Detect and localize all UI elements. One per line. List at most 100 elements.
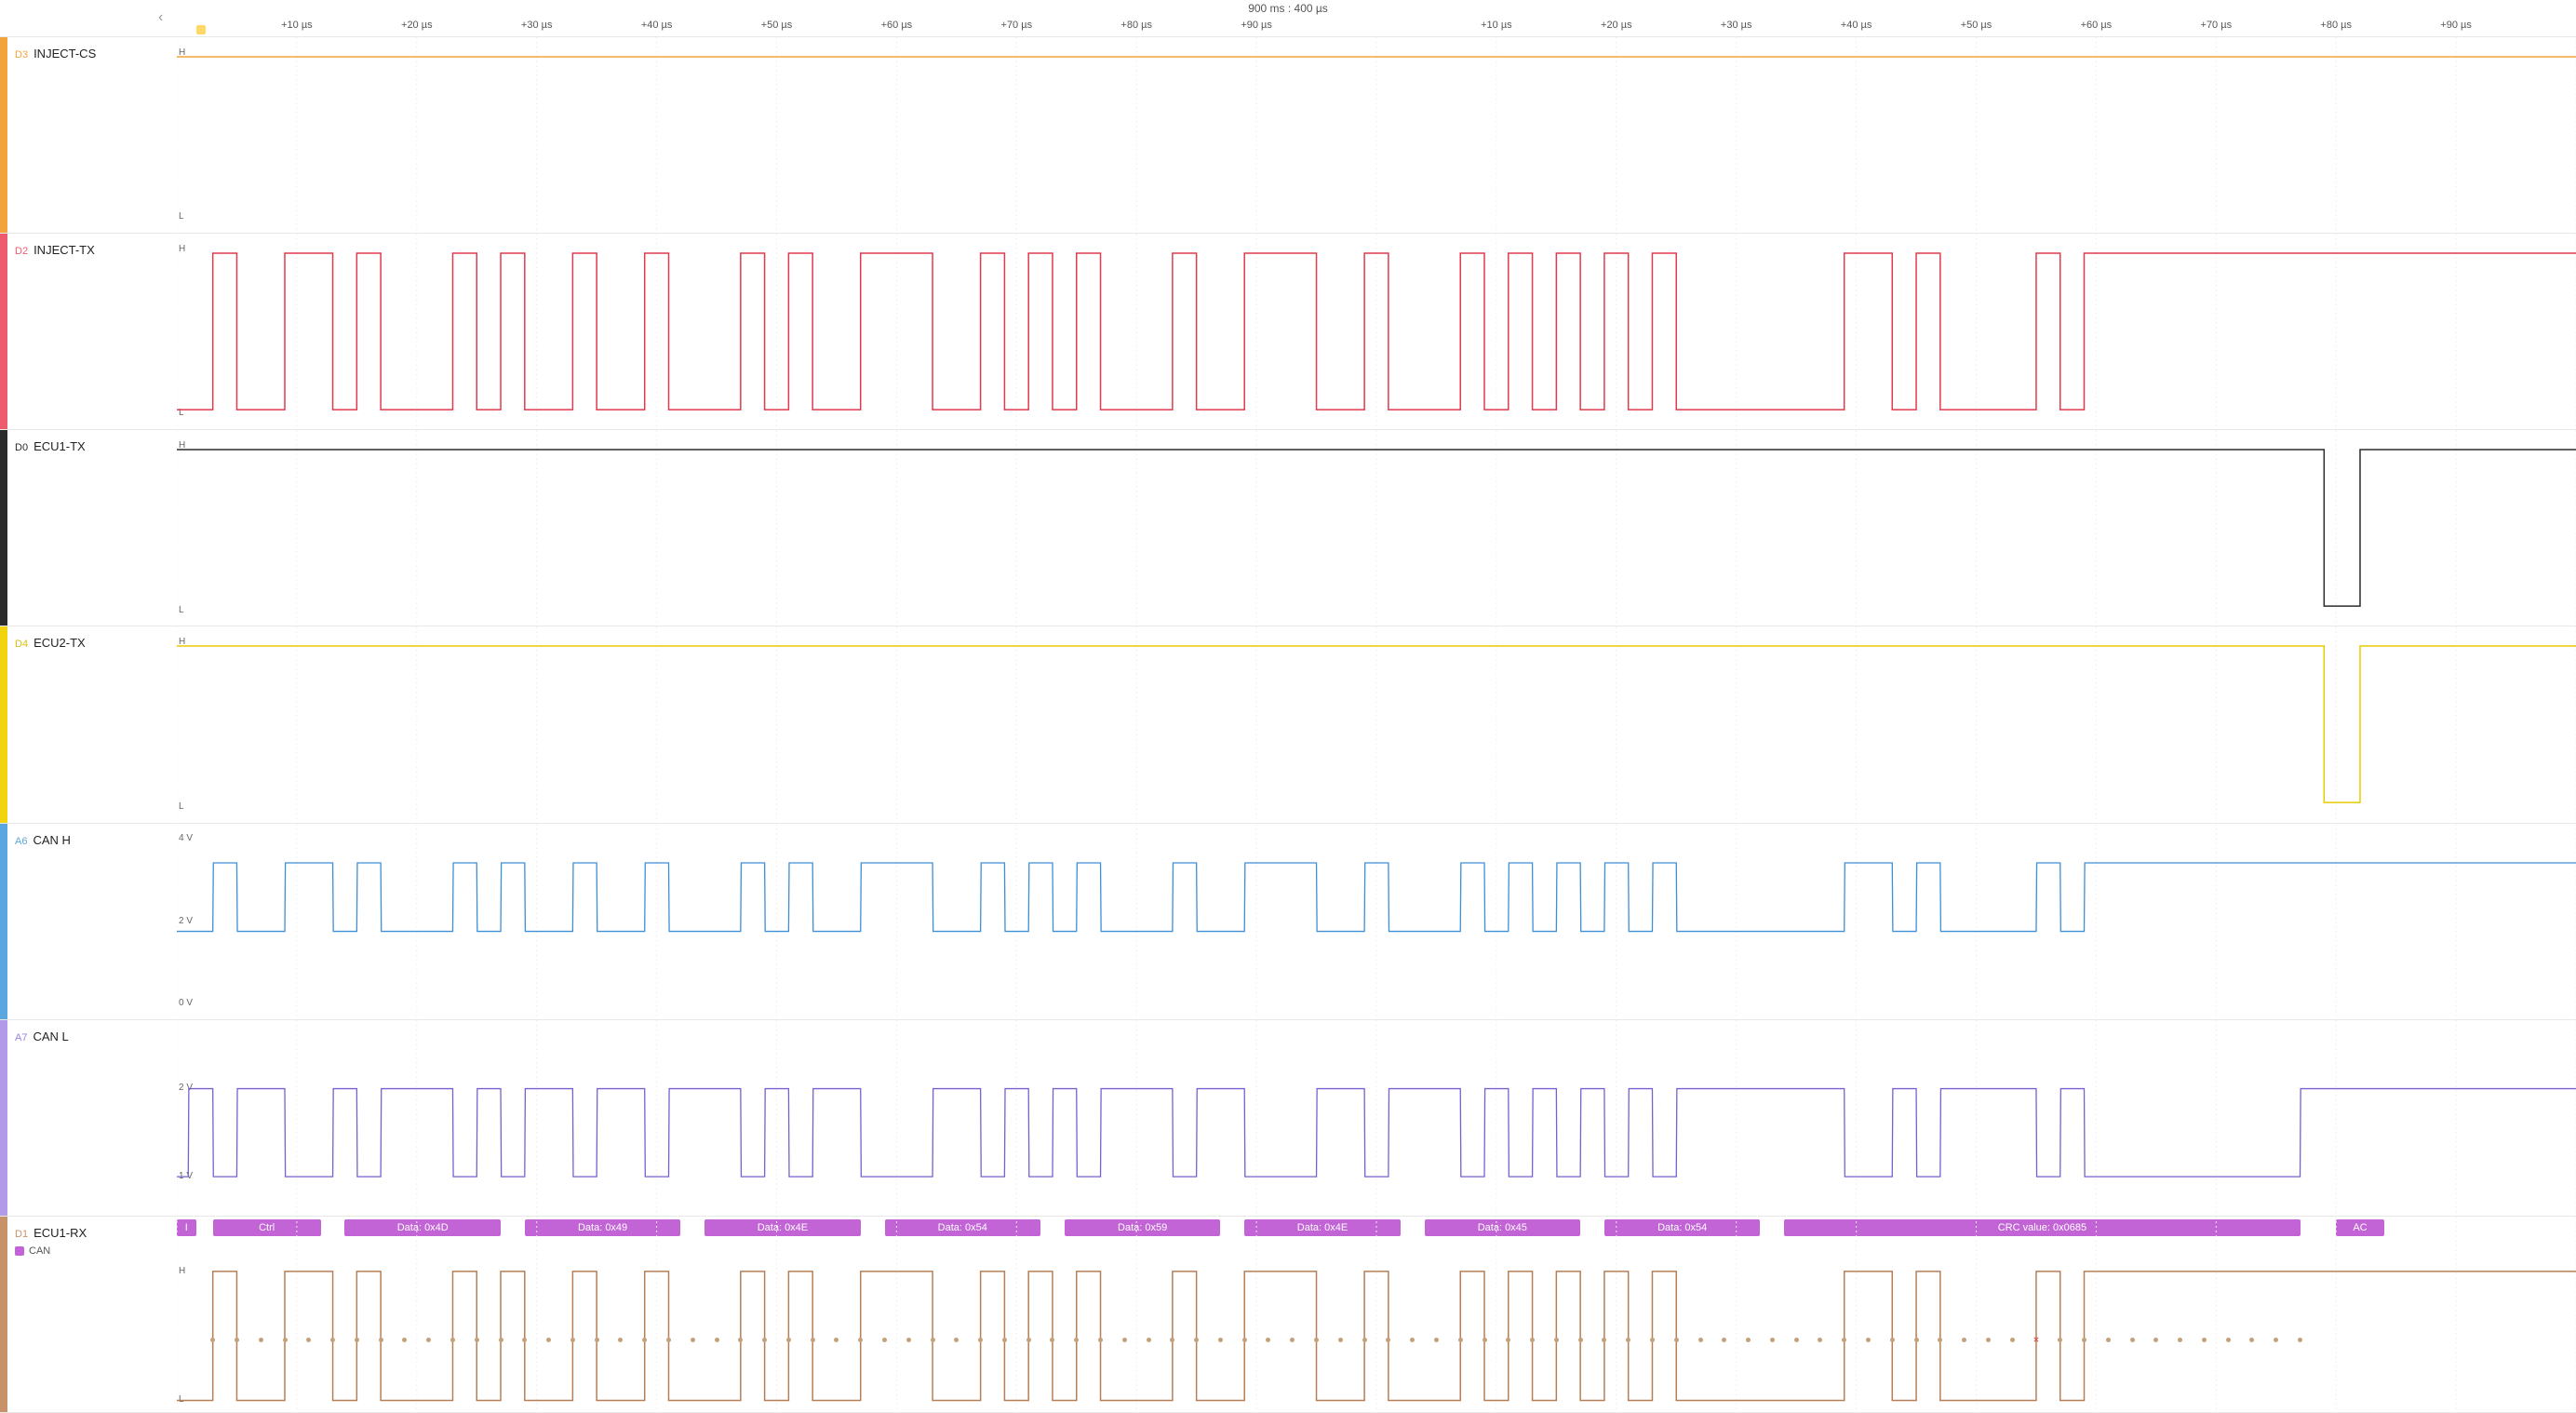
channel-color-tab[interactable] bbox=[0, 1020, 7, 1216]
timeline-tick: +60 µs bbox=[881, 20, 913, 31]
bit-marker-dot-icon bbox=[1386, 1338, 1390, 1342]
timeline-tick: +40 µs bbox=[1841, 20, 1872, 31]
bit-marker-dot-icon bbox=[811, 1338, 815, 1342]
bit-marker-dot-icon bbox=[1242, 1338, 1247, 1342]
channel-label[interactable]: D0 ECU1-TX bbox=[7, 430, 177, 626]
waveform-area[interactable]: 2 V1 V bbox=[177, 1020, 2576, 1216]
bit-marker-dot-icon bbox=[1914, 1338, 1919, 1342]
bit-marker-dot-icon bbox=[1290, 1338, 1295, 1342]
bit-marker-dot-icon bbox=[1578, 1338, 1583, 1342]
bit-marker-dot-icon bbox=[2010, 1338, 2015, 1342]
channel-label[interactable]: A7 CAN L bbox=[7, 1020, 177, 1216]
waveform-area[interactable]: HL bbox=[177, 37, 2576, 233]
bit-marker-dot-icon bbox=[499, 1338, 503, 1342]
bit-marker-dot-icon bbox=[1483, 1338, 1487, 1342]
bit-marker-dot-icon bbox=[1962, 1338, 1966, 1342]
bit-marker-dot-icon bbox=[762, 1338, 767, 1342]
bit-marker-dot-icon bbox=[666, 1338, 671, 1342]
bit-marker-dot-icon bbox=[1842, 1338, 1846, 1342]
bit-marker-dot-icon bbox=[1890, 1338, 1895, 1342]
tracks-container: D3 INJECT-CS HL D2 INJECT-TX HL D0 ECU1-… bbox=[0, 37, 2576, 1413]
channel-color-tab[interactable] bbox=[0, 824, 7, 1019]
bit-marker-dot-icon bbox=[931, 1338, 935, 1342]
bit-marker-dot-icon bbox=[2274, 1338, 2278, 1342]
bit-marker-dot-icon bbox=[450, 1338, 455, 1342]
channel-A7: A7 CAN L 2 V1 V bbox=[0, 1020, 2576, 1217]
channel-name: ECU2-TX bbox=[34, 636, 86, 650]
timeline-ticks: +10 µs+20 µs+30 µs+40 µs+50 µs+60 µs+70 … bbox=[177, 20, 2576, 34]
bit-marker-dot-icon bbox=[978, 1338, 983, 1342]
bit-marker-dot-icon bbox=[691, 1338, 695, 1342]
timeline-tick: +30 µs bbox=[521, 20, 553, 31]
bit-marker-dot-icon bbox=[235, 1338, 239, 1342]
channel-color-tab[interactable] bbox=[0, 234, 7, 429]
waveform-area[interactable]: HL bbox=[177, 430, 2576, 626]
bit-marker-dot-icon bbox=[259, 1338, 263, 1342]
timeline-tick: +40 µs bbox=[641, 20, 673, 31]
timeline-tick: +50 µs bbox=[1961, 20, 1992, 31]
timeline-center-label: 900 ms : 400 µs bbox=[1248, 2, 1328, 15]
bit-marker-dot-icon bbox=[522, 1338, 527, 1342]
bit-marker-dot-icon bbox=[1506, 1338, 1510, 1342]
channel-name: CAN H bbox=[33, 833, 70, 847]
waveform-area[interactable]: HLICtrlData: 0x4DData: 0x49Data: 0x4EDat… bbox=[177, 1217, 2576, 1412]
bit-marker-dot-icon bbox=[1458, 1338, 1463, 1342]
channel-protocol-tag: CAN bbox=[15, 1245, 87, 1257]
bit-marker-dot-icon bbox=[210, 1338, 215, 1342]
channel-label[interactable]: A6 CAN H bbox=[7, 824, 177, 1019]
timeline-marker[interactable] bbox=[196, 25, 206, 34]
bit-marker-dot-icon bbox=[1362, 1338, 1367, 1342]
waveform-area[interactable]: HL bbox=[177, 626, 2576, 822]
bit-marker-dot-icon bbox=[1818, 1338, 1822, 1342]
channel-color-tab[interactable] bbox=[0, 1217, 7, 1412]
timeline-tick: +60 µs bbox=[2081, 20, 2113, 31]
bit-marker-dot-icon bbox=[1074, 1338, 1079, 1342]
channel-name: INJECT-CS bbox=[34, 47, 96, 61]
bit-marker-dot-icon bbox=[1338, 1338, 1343, 1342]
bit-marker-x-icon: × bbox=[2033, 1336, 2039, 1346]
bit-marker-dot-icon bbox=[2106, 1338, 2111, 1342]
bit-marker-dot-icon bbox=[1147, 1338, 1151, 1342]
bit-marker-dot-icon bbox=[1530, 1338, 1535, 1342]
channel-color-tab[interactable] bbox=[0, 430, 7, 626]
bit-marker-dot-icon bbox=[1050, 1338, 1054, 1342]
bit-marker-dot-icon bbox=[2153, 1338, 2158, 1342]
bit-marker-dot-icon bbox=[738, 1338, 743, 1342]
bit-marker-dot-icon bbox=[1266, 1338, 1270, 1342]
waveform-area[interactable]: HL bbox=[177, 234, 2576, 429]
timeline-tick: +70 µs bbox=[1001, 20, 1033, 31]
timeline-tick: +20 µs bbox=[401, 20, 433, 31]
waveform-area[interactable]: 4 V2 V0 V bbox=[177, 824, 2576, 1019]
channel-label[interactable]: D4 ECU2-TX bbox=[7, 626, 177, 822]
bit-marker-dot-icon bbox=[2058, 1338, 2062, 1342]
bit-marker-dot-icon bbox=[1698, 1338, 1703, 1342]
bit-marker-dot-icon bbox=[1314, 1338, 1319, 1342]
bit-marker-dot-icon bbox=[618, 1338, 623, 1342]
bit-marker-dot-icon bbox=[1554, 1338, 1559, 1342]
channel-name: ECU1-RX bbox=[34, 1226, 87, 1240]
channel-label[interactable]: D1 ECU1-RX CAN bbox=[7, 1217, 177, 1412]
bit-marker-dot-icon bbox=[1674, 1338, 1679, 1342]
channel-color-tab[interactable] bbox=[0, 37, 7, 233]
bit-marker-dot-icon bbox=[786, 1338, 791, 1342]
bit-marker-dot-icon bbox=[906, 1338, 911, 1342]
channel-color-tab[interactable] bbox=[0, 626, 7, 822]
bit-marker-dot-icon bbox=[306, 1338, 311, 1342]
channel-id: D4 bbox=[15, 639, 28, 650]
bit-marker-dot-icon bbox=[1170, 1338, 1174, 1342]
bit-marker-dot-icon bbox=[595, 1338, 599, 1342]
channel-id: D0 bbox=[15, 442, 28, 453]
bit-marker-dot-icon bbox=[283, 1338, 288, 1342]
back-chevron-icon[interactable]: ‹ bbox=[158, 9, 173, 24]
channel-label[interactable]: D3 INJECT-CS bbox=[7, 37, 177, 233]
bit-marker-dot-icon bbox=[2178, 1338, 2182, 1342]
timeline-tick: +90 µs bbox=[2440, 20, 2472, 31]
timeline-tick: +90 µs bbox=[1241, 20, 1272, 31]
timeline-tick: +30 µs bbox=[1721, 20, 1752, 31]
bit-marker-dot-icon bbox=[1218, 1338, 1223, 1342]
channel-id: A7 bbox=[15, 1032, 27, 1043]
bit-marker-dot-icon bbox=[2082, 1338, 2086, 1342]
timeline-tick: +70 µs bbox=[2201, 20, 2233, 31]
channel-label[interactable]: D2 INJECT-TX bbox=[7, 234, 177, 429]
bit-marker-dot-icon bbox=[2130, 1338, 2135, 1342]
